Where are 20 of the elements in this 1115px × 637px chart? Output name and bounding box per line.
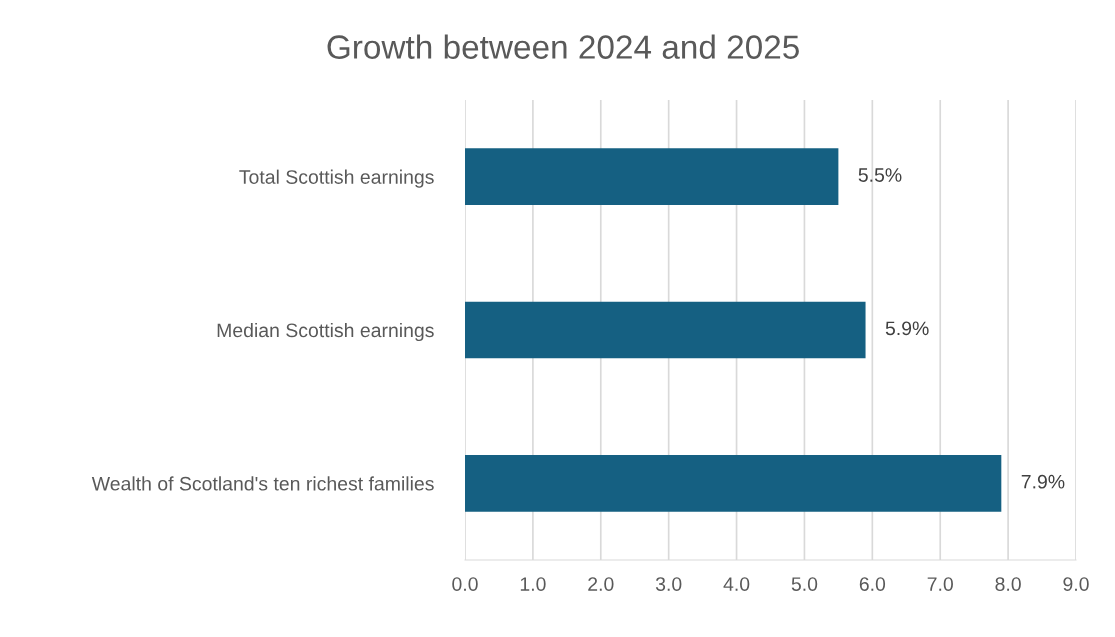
x-tick-label: 2.0 bbox=[588, 577, 614, 591]
x-tick-label: 8.0 bbox=[995, 577, 1021, 591]
x-tick-label: 6.0 bbox=[859, 577, 886, 591]
x-tick-label: 5.0 bbox=[791, 577, 818, 591]
bar bbox=[465, 454, 1002, 512]
y-tick-label: Wealth of Scotland's ten richest families bbox=[91, 476, 434, 491]
x-tick-label: 0.0 bbox=[452, 577, 478, 591]
data-label: 5.9% bbox=[885, 321, 929, 336]
x-tick-label: 7.0 bbox=[927, 577, 953, 591]
bar bbox=[465, 301, 866, 359]
y-tick-label: Total Scottish earnings bbox=[239, 169, 434, 188]
x-tick-label: 3.0 bbox=[655, 577, 682, 591]
data-label: 7.9% bbox=[1021, 474, 1065, 489]
data-label: 5.5% bbox=[858, 168, 902, 182]
chart-title: Growth between 2024 and 2025 bbox=[327, 34, 799, 59]
bar bbox=[465, 148, 839, 206]
x-tick-label: 4.0 bbox=[723, 577, 750, 591]
x-tick-label: 9.0 bbox=[1063, 577, 1089, 591]
y-tick-label: Median Scottish earnings bbox=[217, 322, 434, 342]
x-tick-label: 1.0 bbox=[520, 577, 546, 591]
